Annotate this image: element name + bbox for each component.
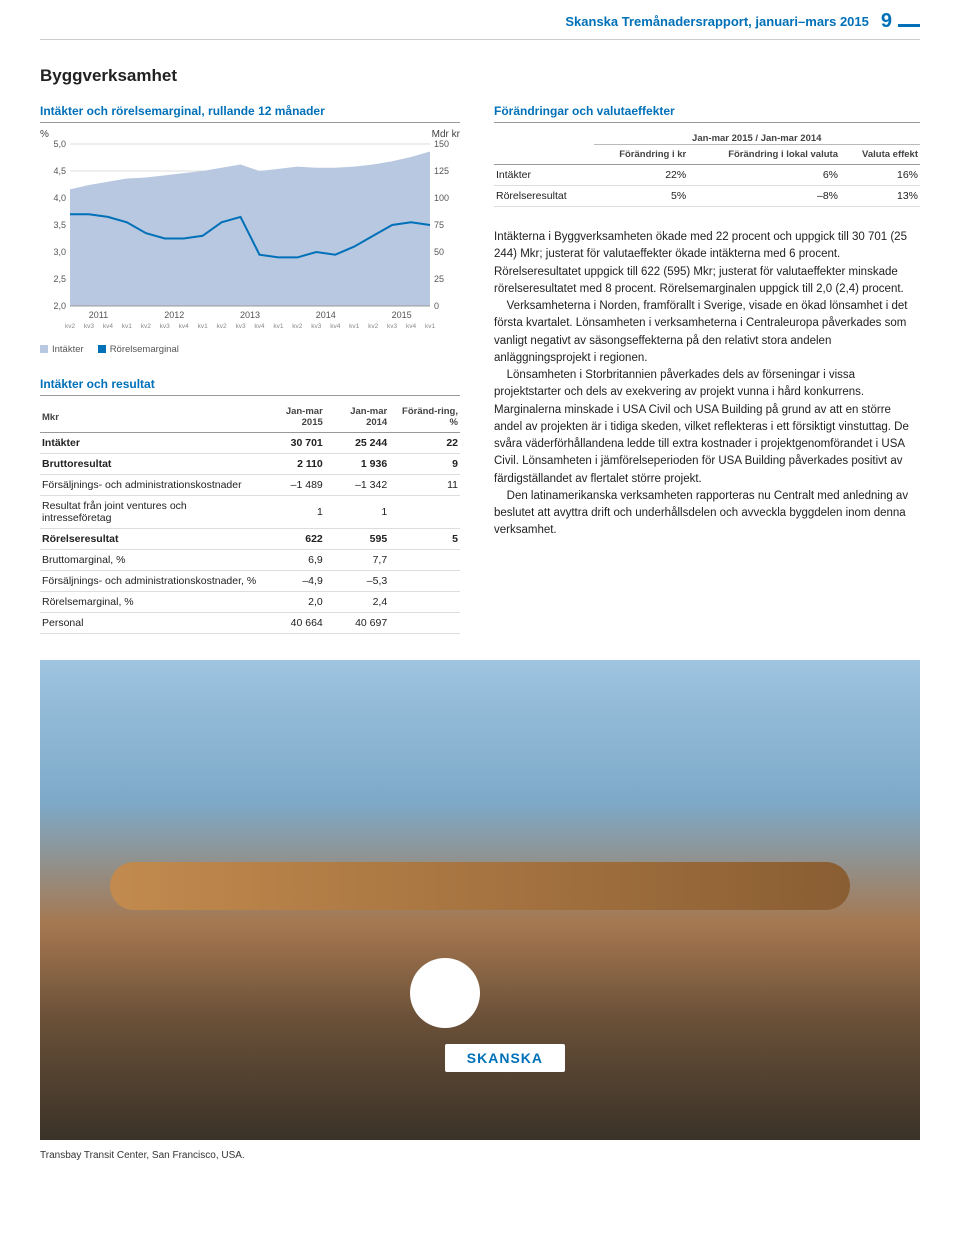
page-number: 9 [881, 10, 892, 33]
body-p3: Lönsamheten i Storbritannien påverkades … [494, 367, 920, 488]
svg-text:3,0: 3,0 [53, 247, 66, 257]
table-row: Försäljnings- och administrationskostnad… [40, 571, 460, 592]
svg-text:kv1: kv1 [122, 323, 133, 330]
table-row: Bruttoresultat2 1101 9369 [40, 454, 460, 475]
svg-text:50: 50 [434, 247, 444, 257]
revenue-margin-chart: 5,0 150 4,5 125 4,0 100 3,5 75 3,0 50 2,5 25 2,0 0 201… [40, 140, 460, 340]
table-row: Rörelseresultat5%–8%13% [494, 186, 920, 207]
table-row: Bruttomarginal, %6,97,7 [40, 550, 460, 571]
section-title: Byggverksamhet [40, 66, 920, 86]
body-p4: Den latinamerikanska verksamheten rappor… [494, 488, 920, 540]
page-header: Skanska Tremånadersrapport, januari–mars… [40, 0, 920, 40]
table-row: Rörelsemarginal, %2,02,4 [40, 592, 460, 613]
svg-text:kv4: kv4 [179, 323, 190, 330]
table-row: Personal40 66440 697 [40, 613, 460, 634]
svg-text:4,0: 4,0 [53, 193, 66, 203]
fx-col3: Valuta effekt [840, 145, 920, 165]
results-table: Mkr Jan-mar 2015 Jan-mar 2014 Föränd-rin… [40, 402, 460, 634]
table-row: Intäkter22%6%16% [494, 165, 920, 186]
svg-text:0: 0 [434, 301, 439, 311]
fx-col1: Förändring i kr [594, 145, 689, 165]
table-row: Intäkter30 70125 24422 [40, 433, 460, 454]
svg-text:kv2: kv2 [368, 323, 379, 330]
svg-text:kv3: kv3 [84, 323, 95, 330]
svg-text:2014: 2014 [316, 310, 336, 320]
header-tick [898, 24, 920, 27]
svg-text:2013: 2013 [240, 310, 260, 320]
body-text: Intäkterna i Byggverksamheten ökade med … [494, 229, 920, 540]
svg-text:kv1: kv1 [198, 323, 209, 330]
photo-caption: Transbay Transit Center, San Francisco, … [40, 1150, 920, 1161]
svg-text:125: 125 [434, 166, 449, 176]
col-janmar14: Jan-mar 2014 [325, 402, 389, 433]
svg-text:kv4: kv4 [103, 323, 114, 330]
table-row: Försäljnings- och administrationskostnad… [40, 475, 460, 496]
col-unit: Mkr [40, 402, 260, 433]
report-title: Skanska Tremånadersrapport, januari–mars… [565, 14, 869, 29]
body-p1: Intäkterna i Byggverksamheten ökade med … [494, 229, 920, 298]
col-change: Föränd-ring, % [389, 402, 460, 433]
svg-text:25: 25 [434, 274, 444, 284]
chart-legend: Intäkter Rörelsemarginal [40, 344, 460, 355]
results-table-block: Intäkter och resultat Mkr Jan-mar 2015 J… [40, 377, 460, 634]
legend-revenue: Intäkter [40, 344, 84, 355]
svg-text:kv3: kv3 [311, 323, 322, 330]
fx-table-block: Förändringar och valutaeffekter Jan-mar … [494, 104, 920, 207]
chart-left-axis-label: % [40, 129, 49, 140]
col-janmar15: Jan-mar 2015 [260, 402, 324, 433]
svg-text:kv4: kv4 [406, 323, 417, 330]
svg-text:100: 100 [434, 193, 449, 203]
fx-table: Jan-mar 2015 / Jan-mar 2014 Förändring i… [494, 129, 920, 207]
svg-text:kv2: kv2 [217, 323, 228, 330]
chart-title: Intäkter och rörelsemarginal, rullande 1… [40, 104, 460, 123]
svg-text:kv1: kv1 [349, 323, 360, 330]
svg-text:kv3: kv3 [387, 323, 398, 330]
svg-text:75: 75 [434, 220, 444, 230]
svg-text:kv4: kv4 [330, 323, 341, 330]
svg-text:kv3: kv3 [160, 323, 171, 330]
chart-svg: 5,0 150 4,5 125 4,0 100 3,5 75 3,0 50 2,5 25 2,0 0 201… [40, 140, 460, 340]
svg-text:kv3: kv3 [235, 323, 246, 330]
svg-text:kv1: kv1 [273, 323, 284, 330]
results-table-title: Intäkter och resultat [40, 377, 460, 396]
body-p2: Verksamheterna i Norden, framförallt i S… [494, 298, 920, 367]
fx-table-title: Förändringar och valutaeffekter [494, 104, 920, 123]
svg-text:150: 150 [434, 140, 449, 149]
chart-right-axis-label: Mdr kr [432, 129, 460, 140]
svg-text:2,0: 2,0 [53, 301, 66, 311]
svg-text:kv2: kv2 [141, 323, 152, 330]
svg-text:kv1: kv1 [425, 323, 436, 330]
svg-text:2,5: 2,5 [53, 274, 66, 284]
fx-col2: Förändring i lokal valuta [688, 145, 840, 165]
svg-text:4,5: 4,5 [53, 166, 66, 176]
construction-photo: SKANSKA [40, 660, 920, 1140]
skanska-logo: SKANSKA [445, 1044, 565, 1072]
svg-text:kv2: kv2 [292, 323, 303, 330]
svg-text:kv4: kv4 [254, 323, 265, 330]
table-row: Resultat från joint ventures och intress… [40, 496, 460, 529]
legend-margin: Rörelsemarginal [98, 344, 179, 355]
svg-text:5,0: 5,0 [53, 140, 66, 149]
svg-text:3,5: 3,5 [53, 220, 66, 230]
svg-text:kv2: kv2 [65, 323, 76, 330]
chart-block: Intäkter och rörelsemarginal, rullande 1… [40, 104, 460, 355]
table-row: Rörelseresultat6225955 [40, 529, 460, 550]
svg-text:2015: 2015 [392, 310, 412, 320]
fx-sup-header: Jan-mar 2015 / Jan-mar 2014 [594, 129, 921, 145]
svg-text:2011: 2011 [89, 310, 108, 320]
svg-text:2012: 2012 [164, 310, 184, 320]
